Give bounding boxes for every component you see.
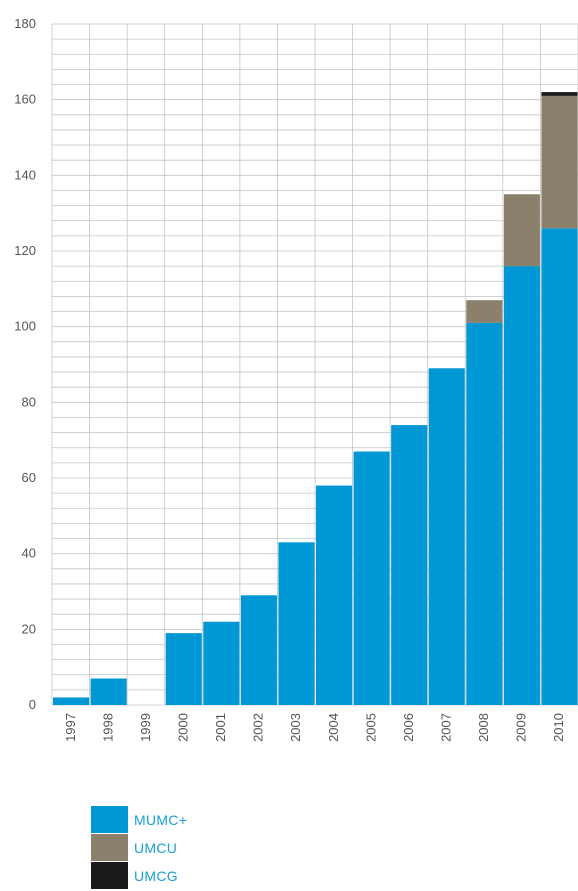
legend-item-mumc: MUMC+ [91, 806, 187, 833]
y-tick-label: 160 [14, 92, 36, 107]
x-tick-label: 2001 [213, 713, 228, 742]
legend-swatch-mumc [91, 806, 128, 833]
x-tick-label: 2008 [476, 713, 491, 742]
bar-mumc-2007 [428, 368, 465, 705]
x-tick-label: 1998 [100, 713, 115, 742]
legend-swatch-umcg [91, 862, 128, 889]
bar-mumc-2001 [203, 621, 240, 705]
y-tick-label: 60 [22, 470, 36, 485]
bar-umcu-2008 [466, 300, 503, 323]
legend-item-umcu: UMCU [91, 834, 187, 861]
bar-mumc-2003 [278, 542, 315, 705]
legend-swatch-umcu [91, 834, 128, 861]
legend-label-umcu: UMCU [134, 839, 178, 856]
x-tick-label: 2010 [551, 713, 566, 742]
legend-item-umcg: UMCG [91, 862, 187, 889]
bar-mumc-1998 [90, 678, 127, 705]
y-tick-label: 40 [22, 546, 36, 561]
y-tick-label: 80 [22, 394, 36, 409]
x-tick-label: 1999 [138, 713, 153, 742]
legend: MUMC+ UMCU UMCG [91, 806, 187, 890]
bar-mumc-2006 [391, 425, 428, 705]
x-tick-label: 1997 [63, 713, 78, 742]
x-tick-label: 2006 [401, 713, 416, 742]
bar-mumc-2010 [541, 228, 578, 706]
legend-label-mumc: MUMC+ [134, 811, 188, 828]
y-tick-label: 20 [22, 621, 36, 636]
x-tick-label: 2000 [176, 713, 191, 742]
axes: 0 20 40 60 80 100 120 140 160 180 1997 1998 1999 2000… [14, 16, 566, 742]
bars [53, 92, 578, 706]
bar-mumc-2004 [316, 485, 353, 705]
bar-umcu-2009 [503, 194, 540, 267]
y-tick-label: 180 [14, 16, 36, 31]
x-tick-label: 2009 [514, 713, 529, 742]
bar-mumc-2009 [503, 266, 540, 705]
x-tick-label: 2005 [363, 713, 378, 742]
x-tick-label: 2004 [326, 713, 341, 742]
y-tick-label: 0 [29, 697, 36, 712]
y-tick-label: 100 [14, 319, 36, 334]
legend-label-umcg: UMCG [134, 867, 178, 884]
x-tick-label: 2002 [251, 713, 266, 742]
bar-mumc-2000 [165, 633, 202, 705]
bar-mumc-1997 [53, 697, 90, 705]
y-tick-label: 120 [14, 243, 36, 258]
bar-mumc-2008 [466, 322, 503, 705]
bar-umcg-2010 [541, 92, 578, 96]
y-tick-label: 140 [14, 167, 36, 182]
x-tick-label: 2003 [288, 713, 303, 742]
bar-umcu-2010 [541, 95, 578, 229]
bar-mumc-2002 [240, 595, 277, 705]
bar-mumc-2005 [353, 451, 390, 705]
x-tick-label: 2007 [439, 713, 454, 742]
